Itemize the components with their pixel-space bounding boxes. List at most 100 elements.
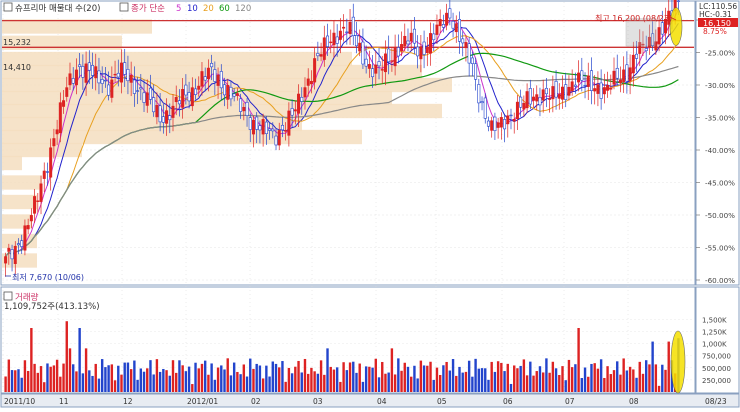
volume-bar — [197, 368, 200, 392]
volume-bar — [387, 372, 390, 392]
candle-body — [335, 36, 339, 44]
candle-body — [454, 23, 458, 33]
volume-bar — [496, 361, 500, 392]
candle-body — [387, 48, 391, 63]
candle-body — [474, 63, 478, 80]
candle-body — [554, 80, 558, 98]
volume-profile-bar — [2, 19, 152, 34]
volume-bar — [332, 369, 336, 392]
volume-bar — [142, 371, 146, 392]
volume-bar — [609, 374, 612, 392]
candle-body — [416, 46, 420, 57]
candle-body — [519, 96, 523, 108]
candle-body — [16, 243, 20, 246]
x-tick-label: 2011/10 — [4, 397, 35, 406]
volume-y-axis: 1,500K 1,250K 1,000K 750,000 500,000 250,000 — [702, 316, 731, 385]
title-checkbox[interactable] — [3, 2, 13, 12]
candle-body — [390, 60, 394, 62]
candle-body — [657, 27, 661, 45]
candle-body — [10, 249, 14, 260]
candle-body — [300, 96, 304, 102]
volume-bar — [323, 374, 326, 392]
volume-bar — [345, 370, 349, 392]
volume-bar — [43, 382, 46, 392]
volume-bar — [368, 366, 371, 392]
candle-body — [664, 18, 668, 34]
volume-bar — [577, 328, 580, 392]
candle-body — [419, 46, 423, 60]
candle-body — [239, 98, 243, 112]
volume-bar — [516, 368, 519, 392]
x-tick-label: 03 — [313, 397, 323, 406]
candle-body — [68, 73, 72, 86]
volume-bar — [522, 359, 526, 392]
volume-bar — [410, 376, 413, 392]
candle-body — [232, 93, 236, 97]
volume-bar — [619, 374, 622, 392]
volume-bar — [503, 371, 506, 392]
volume-bar — [390, 348, 394, 392]
candle-body — [223, 84, 227, 96]
candle-body — [242, 106, 246, 112]
candle-body — [342, 26, 346, 29]
candle-body — [49, 147, 53, 178]
candle-body — [203, 76, 207, 81]
candle-body — [596, 84, 600, 94]
candle-body — [110, 79, 114, 98]
volume-bar — [406, 366, 410, 392]
candle-body — [448, 8, 452, 19]
price-tick-label: -50.00% — [705, 211, 735, 220]
candle-body — [165, 110, 169, 124]
candle-body — [74, 69, 78, 86]
candle-body — [483, 97, 487, 119]
volume-bar — [255, 363, 258, 392]
candle-body — [338, 30, 342, 40]
volume-bar — [4, 376, 7, 392]
candle-body — [290, 108, 294, 116]
candle-body — [94, 66, 98, 79]
candle-body — [377, 61, 381, 67]
volume-bar — [455, 375, 458, 392]
volume-bar — [554, 368, 558, 392]
volume-bar — [541, 372, 545, 392]
candle-body — [229, 86, 233, 100]
volume-bar — [461, 372, 464, 392]
volume-bar — [397, 358, 400, 392]
candle-body — [280, 124, 284, 131]
candle-body — [261, 119, 265, 135]
candle-body — [599, 82, 603, 99]
volume-bar — [335, 367, 339, 392]
volume-bar — [236, 371, 239, 392]
highlights — [5, 7, 686, 394]
candle-body — [113, 73, 117, 76]
candle-body — [219, 71, 223, 89]
volume-bar — [281, 361, 284, 392]
volume-checkbox[interactable] — [3, 291, 13, 301]
candle-body — [606, 85, 610, 91]
candle-body — [319, 54, 323, 57]
candle-body — [467, 43, 471, 64]
candle-body — [561, 86, 565, 100]
candle-body — [647, 36, 651, 48]
candle-body — [532, 96, 536, 101]
candle-body — [52, 138, 56, 147]
volume-bar — [17, 369, 20, 392]
volume-bar — [474, 358, 477, 392]
candle-body — [13, 245, 17, 264]
volume-bar — [20, 377, 23, 392]
candle-body — [470, 57, 474, 64]
candle-body — [71, 78, 75, 84]
volume-bar — [7, 359, 11, 392]
ma-checkbox[interactable] — [119, 2, 129, 12]
volume-bar — [564, 380, 567, 392]
candle-body — [142, 92, 146, 103]
volume-bar — [612, 370, 616, 392]
volume-bar — [110, 364, 114, 392]
candle-body — [126, 69, 130, 82]
candle-body — [329, 41, 333, 44]
volume-bar — [329, 366, 332, 392]
candle-body — [39, 183, 43, 202]
volume-bar — [381, 361, 384, 392]
candle-body — [348, 21, 352, 34]
volume-bar — [583, 367, 587, 392]
